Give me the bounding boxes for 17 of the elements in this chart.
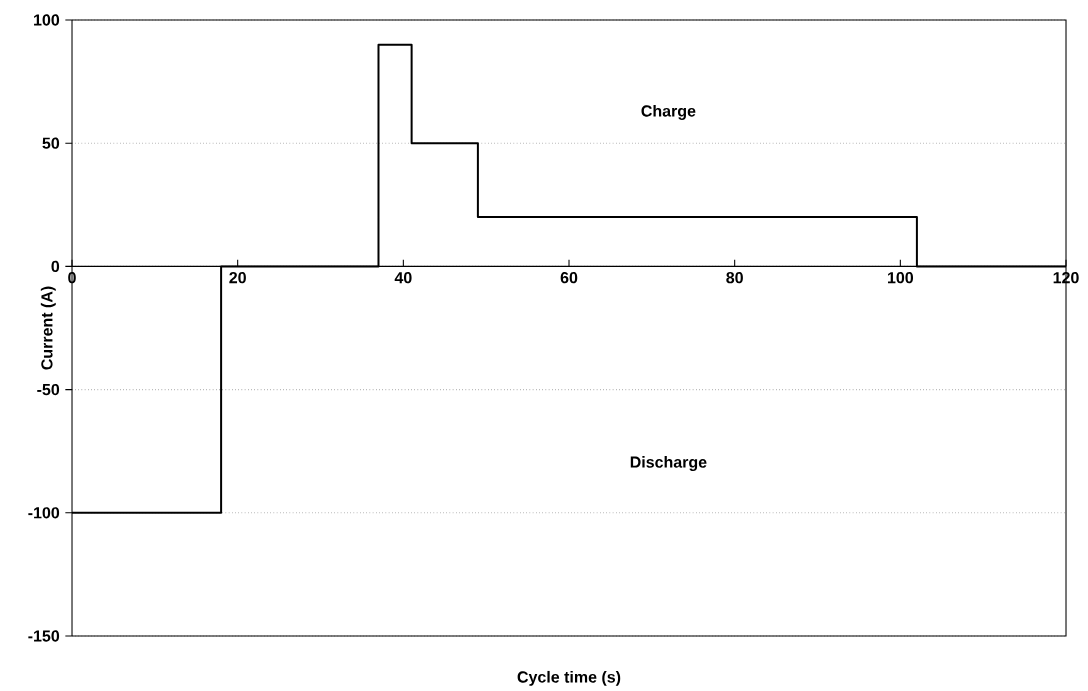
- y-tick-label: -50: [37, 383, 60, 396]
- y-axis-title: Current (A): [40, 286, 56, 370]
- annotation: Charge: [641, 104, 696, 120]
- y-tick-label: -150: [28, 630, 60, 642]
- x-axis-title: Cycle time (s): [517, 670, 621, 686]
- x-tick-label: 0: [68, 271, 76, 284]
- x-tick-label: 100: [888, 271, 914, 284]
- y-tick-label: 50: [42, 137, 60, 149]
- x-tick-label: 60: [560, 271, 578, 284]
- y-tick-label: -100: [28, 507, 60, 519]
- y-tick-label: 100: [34, 14, 60, 26]
- x-tick-label: 120: [1053, 271, 1079, 284]
- annotation: Discharge: [630, 455, 707, 471]
- y-tick-label: 0: [51, 260, 60, 272]
- x-tick-label: 40: [394, 271, 412, 284]
- x-tick-label: 20: [229, 271, 246, 284]
- x-tick-label: 80: [726, 271, 743, 284]
